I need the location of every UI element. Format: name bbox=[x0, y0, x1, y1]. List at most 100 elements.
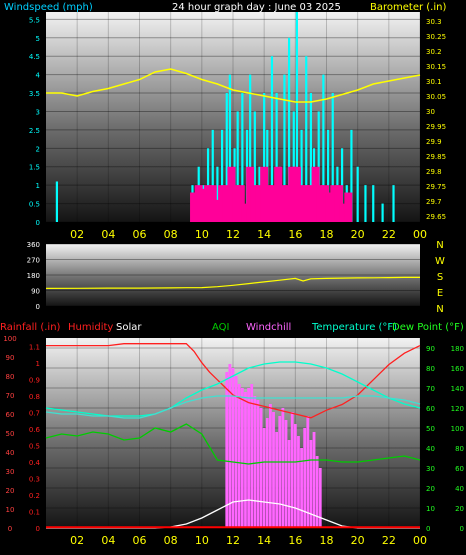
direction-gridlines bbox=[46, 243, 420, 307]
hour-tick: 10 bbox=[195, 534, 209, 547]
barometer-tick: 30.25 bbox=[426, 33, 446, 41]
humidity-line bbox=[46, 343, 421, 419]
wind-speed-bar bbox=[300, 129, 303, 222]
windchill-axis-label: Windchill bbox=[246, 322, 291, 333]
barometer-tick: 29.8 bbox=[426, 168, 442, 176]
windchill-bar bbox=[225, 372, 229, 528]
wind-speed-bar bbox=[309, 93, 313, 222]
windchill-bar bbox=[272, 412, 275, 528]
hour-tick: 12 bbox=[226, 228, 240, 241]
barometer-tick: 30.2 bbox=[426, 48, 442, 56]
wind-gust-bar bbox=[325, 192, 334, 222]
windchill-bar bbox=[300, 448, 303, 528]
wind-gust-bar bbox=[227, 166, 236, 222]
hour-tick: 08 bbox=[164, 534, 178, 547]
wind-gust-bar bbox=[302, 185, 311, 222]
wind-gust-bar bbox=[199, 188, 208, 222]
wind-gust-bar bbox=[218, 185, 227, 222]
direction-plot-area bbox=[46, 244, 420, 306]
wind-speed-bar bbox=[241, 93, 244, 222]
temp-humidity-panel: Rainfall (.in) Humidity Solar AQI Windch… bbox=[0, 322, 464, 547]
humidity-tick: 90 bbox=[6, 354, 15, 362]
windchill-bar bbox=[259, 408, 263, 528]
rainfall-tick: 0.2 bbox=[29, 492, 40, 500]
windspeed-tick: 0.5 bbox=[29, 201, 40, 209]
wind-speed-bar bbox=[305, 56, 308, 222]
aqi-axis-label: AQI bbox=[212, 322, 230, 333]
temperature-tick: 0 bbox=[426, 525, 430, 533]
compass-label: W bbox=[435, 256, 445, 267]
barometer-tick: 30 bbox=[426, 108, 435, 116]
barometer-tick: 30.15 bbox=[426, 63, 446, 71]
wind-gust-bar bbox=[190, 192, 199, 222]
direction-tick: 90 bbox=[31, 288, 40, 296]
windchill-bar bbox=[284, 420, 288, 528]
aqi-line bbox=[45, 423, 421, 465]
compass-label: N bbox=[436, 304, 443, 315]
hour-tick: 22 bbox=[382, 534, 396, 547]
barometer-tick: 30.3 bbox=[426, 18, 442, 26]
wind-direction-line bbox=[45, 276, 420, 289]
solar-tick: 180 bbox=[451, 345, 464, 353]
wind-gust-bar bbox=[330, 185, 339, 222]
wind-gust-bar bbox=[204, 185, 213, 222]
temperature-axis-label: Temperature (°F) bbox=[311, 322, 397, 333]
rainfall-tick: 0.8 bbox=[29, 393, 40, 401]
wind-speed-bar bbox=[225, 93, 228, 222]
windchill-bar bbox=[287, 440, 291, 528]
rainfall-tick: 0.7 bbox=[29, 409, 40, 417]
wind-speed-bar bbox=[216, 166, 219, 222]
windchill-bar bbox=[237, 384, 241, 528]
windspeed-tick: 1 bbox=[36, 182, 40, 190]
temperature-tick: 50 bbox=[426, 425, 435, 433]
wind-speed-bar bbox=[253, 111, 256, 222]
windspeed-tick: 5.5 bbox=[29, 16, 40, 24]
wind-gust-bar bbox=[260, 166, 269, 222]
direction-tick: 360 bbox=[27, 241, 40, 249]
compass-label: E bbox=[437, 288, 443, 299]
wind-gust-bar bbox=[297, 185, 306, 222]
hour-tick: 18 bbox=[320, 534, 334, 547]
rainfall-tick: 0.5 bbox=[29, 442, 40, 450]
temperature-tick: 80 bbox=[426, 365, 435, 373]
windchill-bar bbox=[265, 418, 269, 528]
hour-tick: 22 bbox=[382, 228, 396, 241]
wind-speed-bar bbox=[350, 129, 353, 222]
windchill-bar bbox=[247, 388, 250, 528]
wind-speed-bar bbox=[295, 12, 298, 222]
windchill-bar bbox=[278, 416, 282, 528]
windchill-bar bbox=[303, 428, 307, 528]
wind-speed-bar bbox=[228, 74, 231, 222]
hour-tick: 08 bbox=[164, 228, 178, 241]
wind-speed-bar bbox=[220, 129, 224, 222]
hour-tick: 18 bbox=[320, 228, 334, 241]
barometer-tick: 29.7 bbox=[426, 198, 442, 206]
windchill-bar bbox=[281, 408, 285, 528]
hour-tick: 04 bbox=[101, 534, 115, 547]
wind-speed-bar bbox=[364, 185, 367, 222]
wind-gust-bar bbox=[222, 185, 231, 222]
windchill-bar bbox=[234, 376, 238, 528]
windchill-bar bbox=[275, 432, 279, 528]
wind-speed-bar bbox=[356, 166, 359, 222]
wind-gust-bar bbox=[194, 185, 203, 222]
wind-gust-bar bbox=[316, 185, 325, 222]
temperature-tick: 70 bbox=[426, 385, 435, 393]
rainfall-tick: 0.1 bbox=[29, 508, 40, 516]
windspeed-tick: 1.5 bbox=[29, 164, 40, 172]
rainfall-tick: 0.3 bbox=[29, 475, 40, 483]
temperature-tick: 10 bbox=[426, 505, 435, 513]
windspeed-tick: 3 bbox=[36, 108, 40, 116]
windspeed-tick: 3.5 bbox=[29, 90, 40, 98]
windchill-bar bbox=[231, 368, 235, 528]
wind-gust-bar bbox=[246, 166, 255, 222]
barometer-tick: 30.05 bbox=[426, 93, 446, 101]
windchill-bar bbox=[256, 400, 260, 528]
windchill-bar bbox=[250, 384, 254, 528]
rainfall-tick: 0.6 bbox=[29, 426, 41, 434]
rainfall-tick: 0.4 bbox=[29, 459, 41, 467]
hour-tick: 16 bbox=[288, 534, 302, 547]
wind-speed-bar bbox=[283, 74, 286, 222]
solar-tick: 120 bbox=[451, 405, 464, 413]
